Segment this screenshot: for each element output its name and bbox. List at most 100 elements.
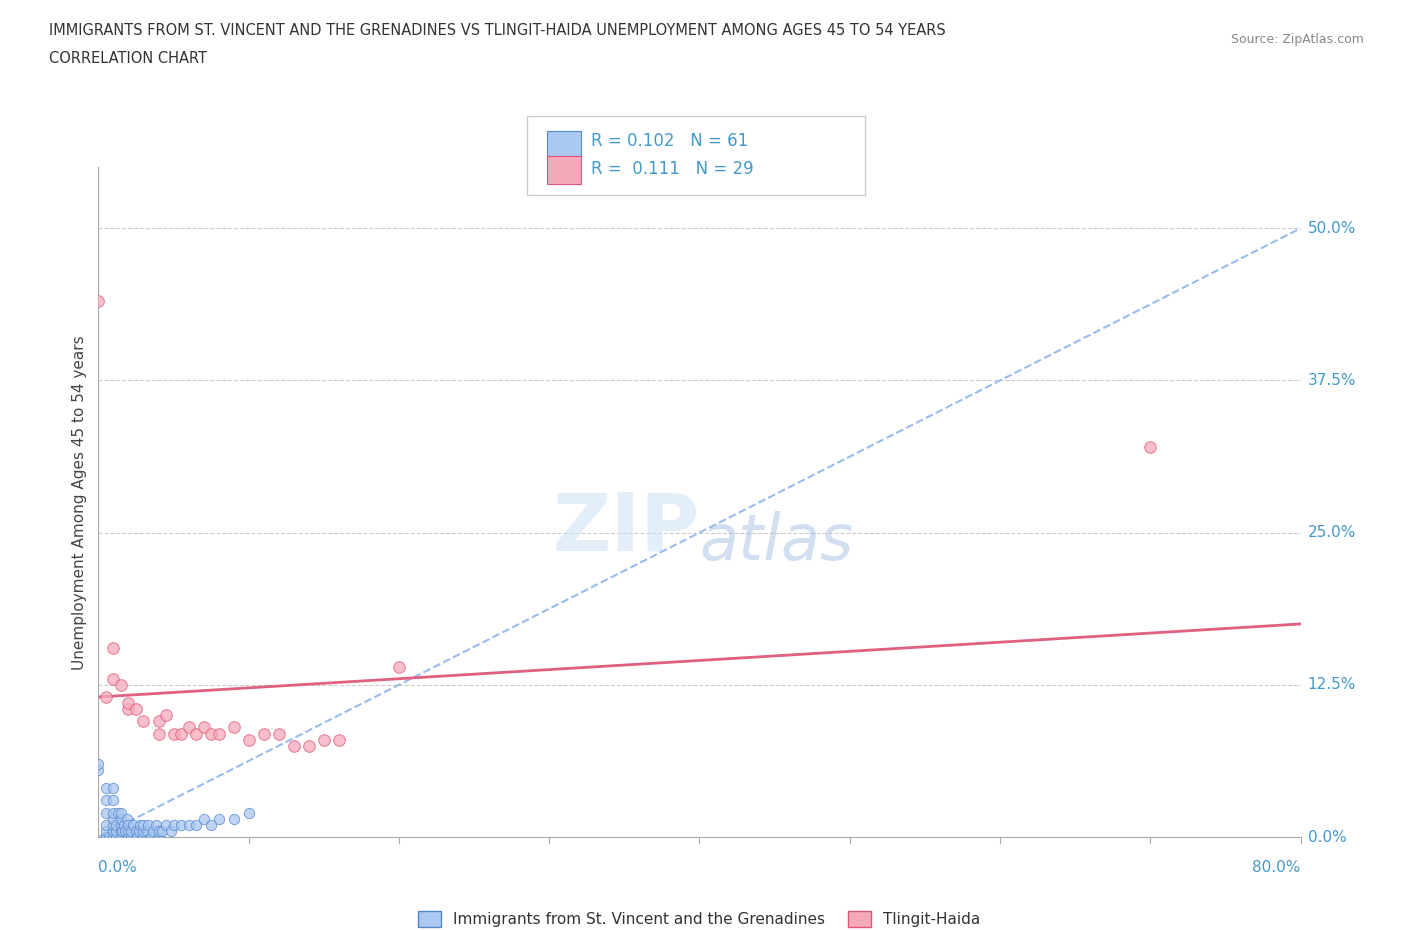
Point xyxy=(170,726,193,741)
Point xyxy=(127,830,149,844)
Point xyxy=(267,726,290,741)
Legend: Immigrants from St. Vincent and the Grenadines, Tlingit-Haida: Immigrants from St. Vincent and the Gren… xyxy=(412,905,987,930)
Point xyxy=(328,732,350,747)
Point xyxy=(136,817,159,832)
Point xyxy=(184,817,207,832)
Point xyxy=(238,805,260,820)
Point xyxy=(103,817,125,832)
Point xyxy=(87,763,110,777)
Text: ZIP: ZIP xyxy=(553,490,699,568)
Point xyxy=(200,726,222,741)
Point xyxy=(159,823,181,838)
Point xyxy=(148,726,170,741)
Point xyxy=(222,811,245,826)
Text: 37.5%: 37.5% xyxy=(1308,373,1355,388)
Point xyxy=(103,823,125,838)
Point xyxy=(103,793,125,808)
Point xyxy=(155,708,177,723)
Point xyxy=(162,726,184,741)
Point xyxy=(298,738,321,753)
Point xyxy=(110,805,132,820)
Point xyxy=(105,830,128,844)
Point xyxy=(105,823,128,838)
Point xyxy=(103,641,125,656)
Point xyxy=(121,823,143,838)
Point xyxy=(141,823,163,838)
Point xyxy=(117,823,139,838)
Point xyxy=(125,823,148,838)
Point xyxy=(312,732,335,747)
Point xyxy=(107,805,129,820)
Point xyxy=(114,823,136,838)
Point xyxy=(117,696,139,711)
Point xyxy=(97,830,120,844)
Point xyxy=(103,811,125,826)
Point xyxy=(117,817,139,832)
Point xyxy=(128,823,150,838)
Point xyxy=(94,689,117,704)
Point xyxy=(111,823,134,838)
Point xyxy=(222,720,245,735)
Point xyxy=(208,726,231,741)
Point xyxy=(148,714,170,729)
Point xyxy=(125,702,148,717)
Point xyxy=(132,817,155,832)
Point xyxy=(150,823,173,838)
Point xyxy=(103,805,125,820)
Text: 0.0%: 0.0% xyxy=(1308,830,1347,844)
Point xyxy=(283,738,305,753)
Point xyxy=(94,805,117,820)
Point xyxy=(94,830,117,844)
Point xyxy=(105,817,128,832)
Point xyxy=(132,714,155,729)
Point xyxy=(145,817,167,832)
Text: 25.0%: 25.0% xyxy=(1308,525,1355,540)
Text: 80.0%: 80.0% xyxy=(1253,860,1301,875)
Text: CORRELATION CHART: CORRELATION CHART xyxy=(49,51,207,66)
Point xyxy=(148,823,170,838)
Point xyxy=(170,817,193,832)
Point xyxy=(110,811,132,826)
Point xyxy=(200,817,222,832)
Point xyxy=(121,830,143,844)
Point xyxy=(162,817,184,832)
Point xyxy=(388,659,411,674)
Y-axis label: Unemployment Among Ages 45 to 54 years: Unemployment Among Ages 45 to 54 years xyxy=(72,335,87,670)
Point xyxy=(110,823,132,838)
Text: IMMIGRANTS FROM ST. VINCENT AND THE GRENADINES VS TLINGIT-HAIDA UNEMPLOYMENT AMO: IMMIGRANTS FROM ST. VINCENT AND THE GREN… xyxy=(49,23,946,38)
Text: 50.0%: 50.0% xyxy=(1308,220,1355,236)
Point xyxy=(177,720,200,735)
Point xyxy=(112,817,135,832)
Point xyxy=(208,811,231,826)
Text: R = 0.102   N = 61: R = 0.102 N = 61 xyxy=(591,132,748,150)
Point xyxy=(117,830,139,844)
Text: atlas: atlas xyxy=(699,512,853,574)
Point xyxy=(94,781,117,796)
Point xyxy=(193,811,215,826)
Point xyxy=(132,830,155,844)
Text: Source: ZipAtlas.com: Source: ZipAtlas.com xyxy=(1230,33,1364,46)
Point xyxy=(110,677,132,692)
Point xyxy=(87,756,110,771)
Point xyxy=(129,817,152,832)
Point xyxy=(238,732,260,747)
Point xyxy=(94,793,117,808)
Point xyxy=(117,702,139,717)
Point xyxy=(132,823,155,838)
Point xyxy=(148,830,170,844)
Point xyxy=(253,726,276,741)
Point xyxy=(103,781,125,796)
Point xyxy=(94,817,117,832)
Point xyxy=(155,817,177,832)
Point xyxy=(110,830,132,844)
Point xyxy=(110,817,132,832)
Point xyxy=(193,720,215,735)
Text: R =  0.111   N = 29: R = 0.111 N = 29 xyxy=(591,160,754,178)
Point xyxy=(87,294,110,309)
Text: 12.5%: 12.5% xyxy=(1308,677,1355,692)
Point xyxy=(177,817,200,832)
Point xyxy=(184,726,207,741)
Point xyxy=(115,811,138,826)
Point xyxy=(122,817,145,832)
Point xyxy=(135,823,157,838)
